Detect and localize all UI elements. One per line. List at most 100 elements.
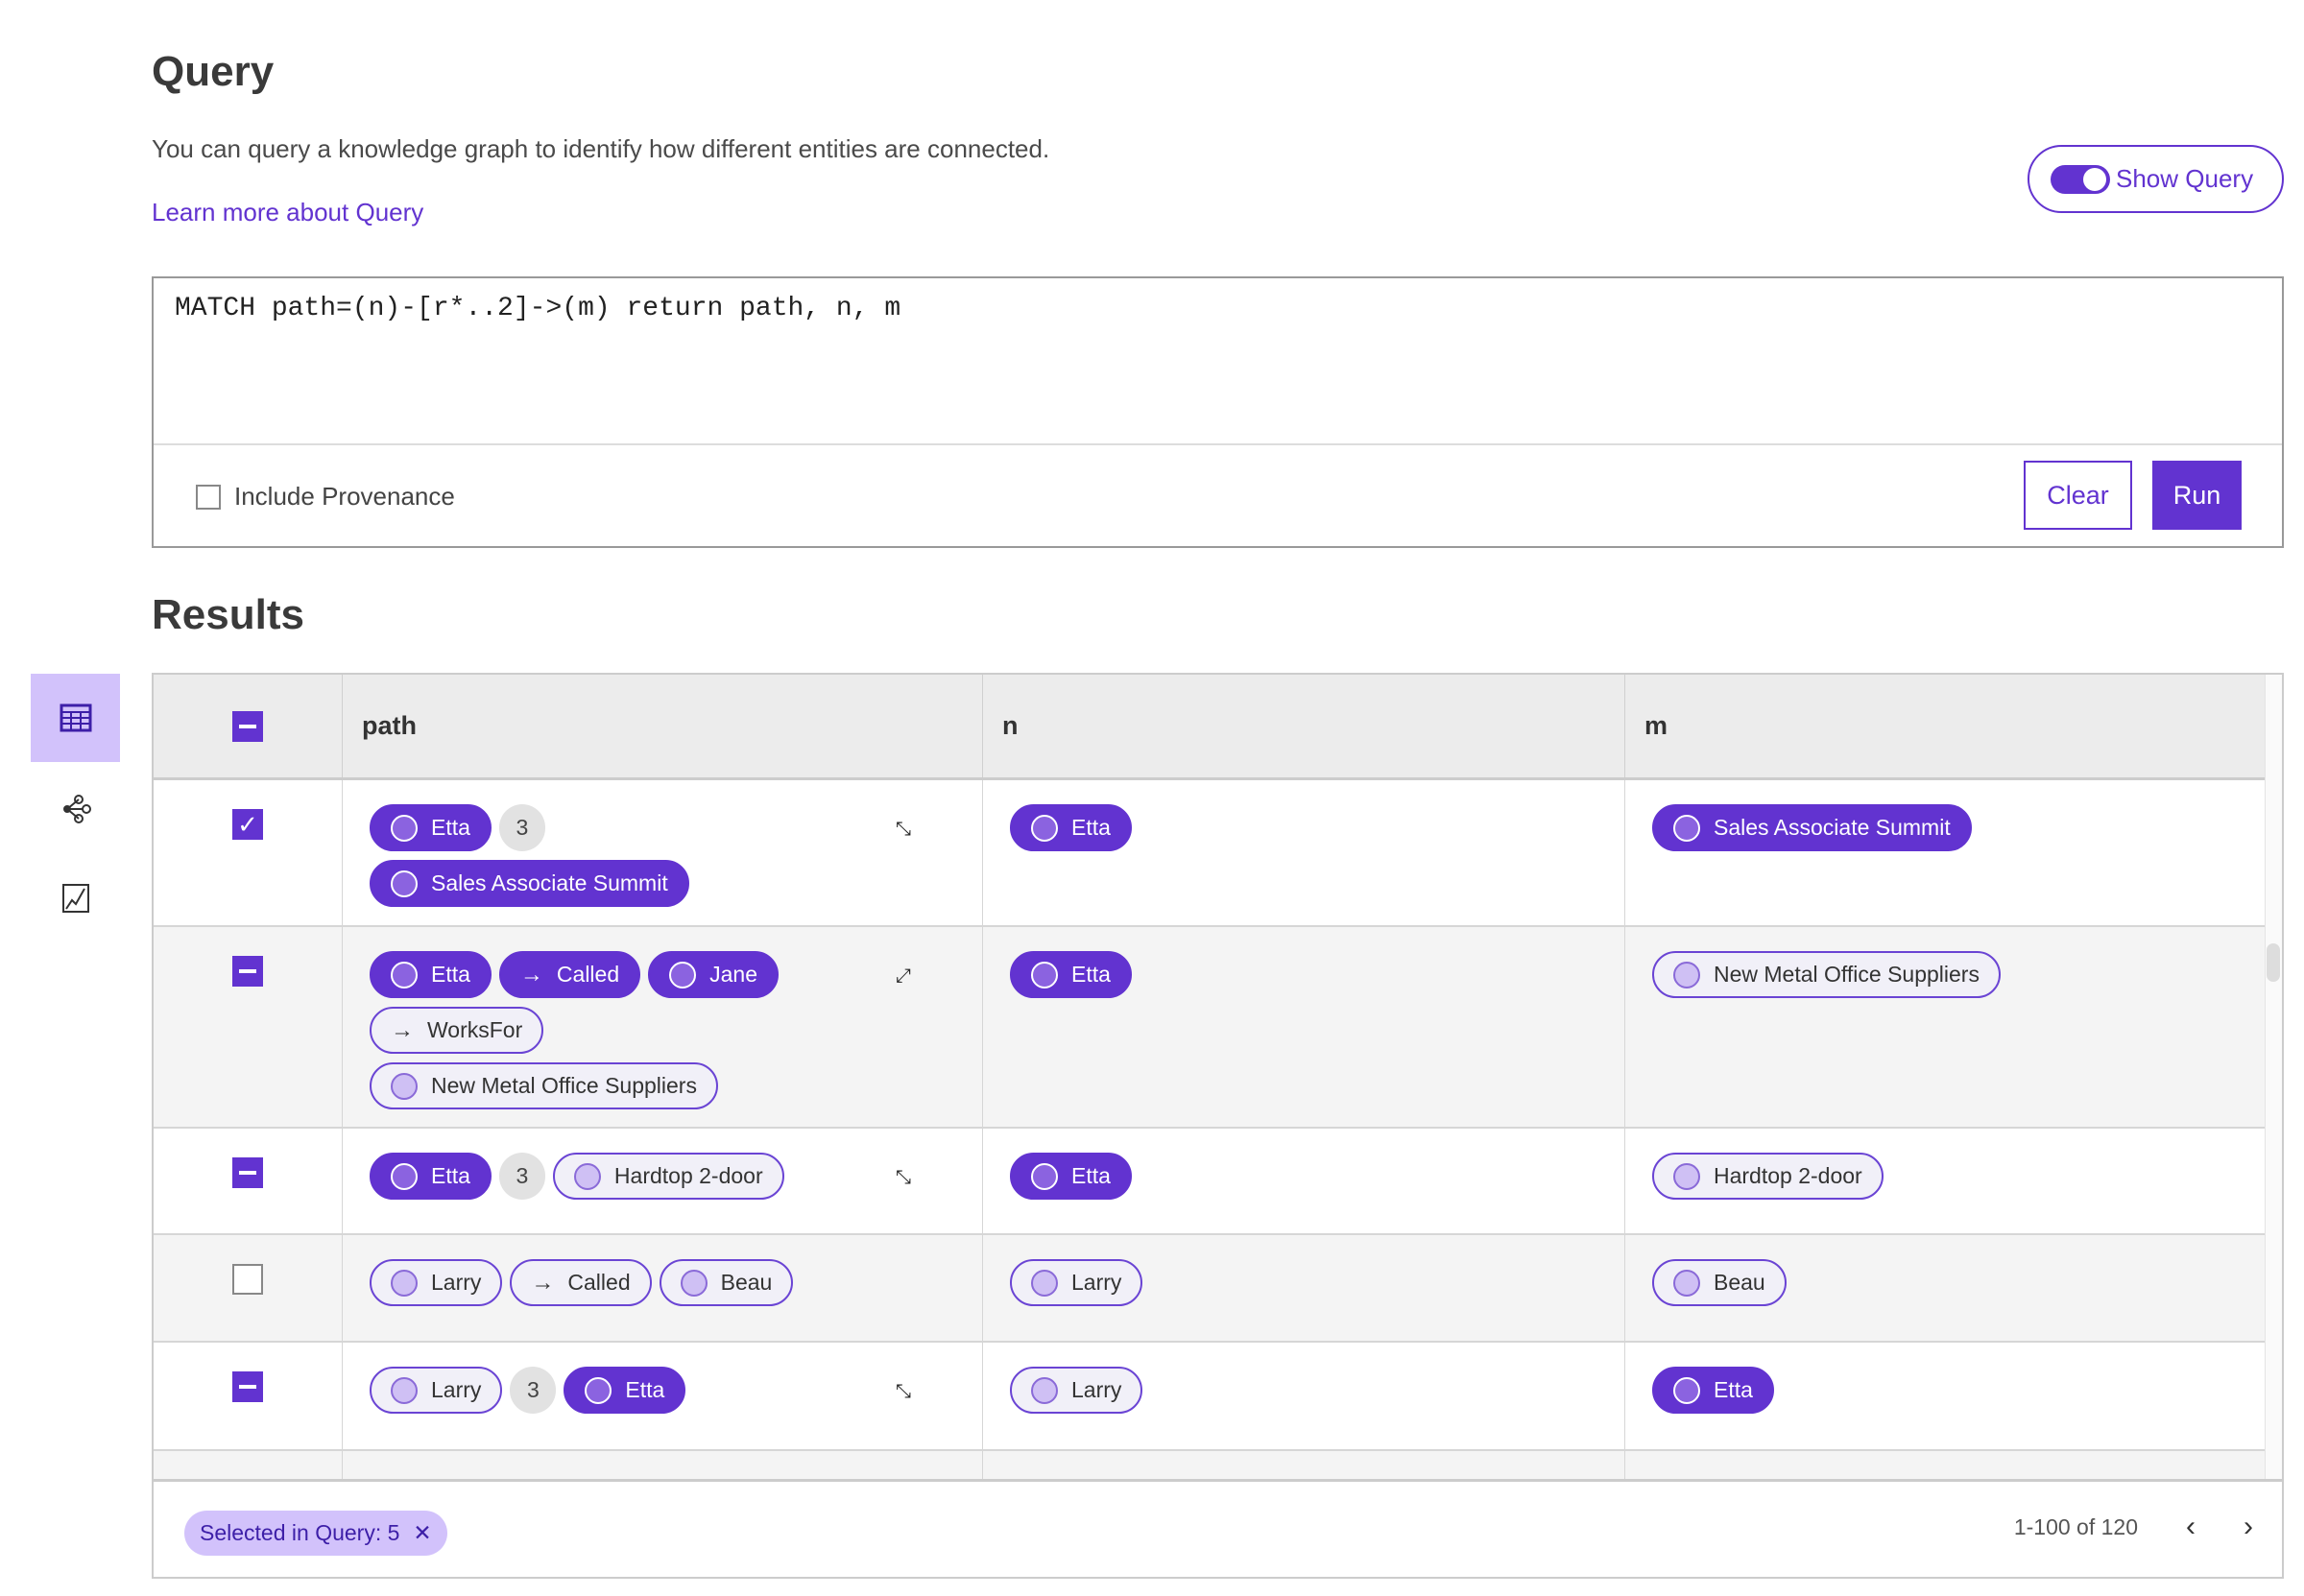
path-count-badge[interactable]: 3	[498, 804, 545, 851]
node-icon	[1673, 814, 1700, 842]
path-count-badge[interactable]: 3	[498, 1153, 545, 1200]
pill-line: Hardtop 2-door	[1652, 1153, 2265, 1200]
table-row[interactable]: Etta 3 Hardtop 2-door ⤡ Etta Hardtop 2-door	[154, 1129, 2266, 1235]
pill-label: Sales Associate Summit	[1714, 815, 1951, 840]
pill-label: WorksFor	[427, 1017, 523, 1042]
expand-icon[interactable]: ⤡	[896, 1381, 911, 1402]
arrow-right-icon: →	[391, 1016, 414, 1043]
node-pill[interactable]: New Metal Office Suppliers	[1652, 951, 2001, 998]
column-header-path[interactable]: path	[343, 675, 983, 777]
learn-more-link[interactable]: Learn more about Query	[152, 198, 424, 226]
chevron-left-icon[interactable]: ‹	[2186, 1511, 2196, 1542]
chart-view-button[interactable]	[31, 854, 120, 942]
node-pill[interactable]: Sales Associate Summit	[370, 860, 689, 907]
show-query-label: Show Query	[2116, 164, 2254, 193]
chevron-right-icon[interactable]: ›	[2244, 1511, 2253, 1542]
pill-label: Etta	[625, 1377, 665, 1402]
table-row[interactable]: Larry 3 Etta ⤡ Larry Etta	[154, 1343, 2266, 1451]
node-pill[interactable]: New Metal Office Suppliers	[370, 1062, 718, 1109]
column-header-m[interactable]: m	[1625, 675, 2266, 777]
graph-view-button[interactable]	[31, 765, 120, 853]
node-icon	[585, 1376, 612, 1404]
edge-pill[interactable]: → WorksFor	[370, 1007, 544, 1054]
select-cell	[154, 927, 343, 1127]
node-pill[interactable]: Larry	[1010, 1367, 1143, 1414]
node-icon	[391, 814, 418, 842]
clear-button[interactable]: Clear	[2024, 461, 2132, 530]
node-icon	[1031, 961, 1058, 989]
toggle-switch-icon[interactable]	[2051, 164, 2110, 194]
selected-count-label: Selected in Query: 5	[200, 1520, 400, 1545]
results-table: path n m ✓ Etta 3 Sales Associate Summit ⤡ Et…	[152, 673, 2284, 1579]
pill-label: New Metal Office Suppliers	[1714, 962, 1980, 987]
expand-icon[interactable]: ⤡	[896, 819, 911, 840]
table-row[interactable]: ✓ Etta 3 Sales Associate Summit ⤡ Etta Sales A…	[154, 780, 2266, 927]
collapse-icon[interactable]: ⤢	[896, 965, 911, 987]
node-icon	[391, 1072, 418, 1100]
pill-line: Etta	[1010, 951, 1624, 998]
select-cell	[154, 1235, 343, 1341]
node-icon	[1673, 1376, 1700, 1404]
pill-line: New Metal Office Suppliers	[1652, 951, 2265, 998]
table-view-button[interactable]	[31, 674, 120, 762]
table-row[interactable]: Larry → Called Beau Larry Beau	[154, 1235, 2266, 1343]
expand-icon[interactable]: ⤡	[896, 1167, 911, 1188]
close-icon[interactable]: ✕	[413, 1520, 432, 1545]
m-cell: New Metal Office Suppliers	[1625, 927, 2266, 1127]
node-pill[interactable]: Etta	[1010, 951, 1132, 998]
node-pill[interactable]: Hardtop 2-door	[1652, 1153, 1884, 1200]
row-checkbox[interactable]: ✓	[232, 809, 263, 840]
node-pill[interactable]: Beau	[1652, 1259, 1787, 1306]
pill-label: Larry	[431, 1377, 482, 1402]
pill-label: Etta	[431, 815, 470, 840]
n-cell: Etta	[983, 780, 1625, 925]
row-checkbox[interactable]	[232, 1157, 263, 1188]
node-pill[interactable]: Beau	[659, 1259, 794, 1306]
node-pill[interactable]: Etta	[564, 1367, 686, 1414]
checkbox-icon[interactable]	[196, 484, 221, 510]
pill-line: Etta	[1652, 1367, 2265, 1414]
n-cell: Larry	[983, 1343, 1625, 1449]
column-header-n[interactable]: n	[983, 675, 1625, 777]
cell	[343, 1451, 983, 1488]
row-checkbox[interactable]	[232, 1264, 263, 1295]
node-pill[interactable]: Etta	[370, 804, 492, 851]
node-pill[interactable]: Etta	[1010, 804, 1132, 851]
node-pill[interactable]: Larry	[370, 1367, 503, 1414]
node-pill[interactable]: Sales Associate Summit	[1652, 804, 1972, 851]
node-pill[interactable]: Jane	[648, 951, 780, 998]
pill-line: Sales Associate Summit	[1652, 804, 2265, 851]
node-pill[interactable]: Etta	[1652, 1367, 1774, 1414]
node-pill[interactable]: Larry	[1010, 1259, 1143, 1306]
show-query-toggle[interactable]: Show Query	[2028, 145, 2284, 213]
pill-line: New Metal Office Suppliers	[370, 1062, 982, 1109]
node-pill[interactable]: Etta	[370, 1153, 492, 1200]
pill-line: Etta 3 Hardtop 2-door	[370, 1153, 982, 1200]
arrow-right-icon: →	[519, 961, 543, 988]
edge-pill[interactable]: → Called	[510, 1259, 652, 1306]
select-all-checkbox[interactable]	[232, 710, 263, 742]
node-pill[interactable]: Etta	[370, 951, 492, 998]
query-input[interactable]: MATCH path=(n)-[r*..2]->(m) return path,…	[154, 278, 2282, 445]
node-icon	[1031, 1376, 1058, 1404]
row-checkbox[interactable]	[232, 956, 263, 987]
node-pill[interactable]: Larry	[370, 1259, 503, 1306]
table-body: ✓ Etta 3 Sales Associate Summit ⤡ Etta Sales A…	[154, 780, 2266, 1489]
row-checkbox[interactable]	[232, 1371, 263, 1402]
edge-pill[interactable]: → Called	[498, 951, 641, 998]
header-select-cell	[154, 675, 343, 777]
node-pill[interactable]: Etta	[1010, 1153, 1132, 1200]
path-cell: Etta 3 Hardtop 2-door ⤡	[343, 1129, 983, 1233]
include-provenance-checkbox[interactable]: Include Provenance	[196, 482, 455, 512]
vertical-scrollbar[interactable]	[2265, 675, 2282, 1577]
node-icon	[391, 961, 418, 989]
path-count-badge[interactable]: 3	[510, 1367, 557, 1414]
node-icon	[1031, 814, 1058, 842]
pagination-range: 1-100 of 120	[2013, 1513, 2138, 1539]
scrollbar-thumb[interactable]	[2267, 943, 2280, 982]
run-button[interactable]: Run	[2152, 461, 2242, 530]
selected-in-query-chip[interactable]: Selected in Query: 5 ✕	[184, 1511, 447, 1556]
node-pill[interactable]: Hardtop 2-door	[552, 1153, 784, 1200]
pill-line: Etta	[1010, 804, 1624, 851]
table-row[interactable]: Etta → Called Jane → WorksFor New Metal Office…	[154, 927, 2266, 1129]
